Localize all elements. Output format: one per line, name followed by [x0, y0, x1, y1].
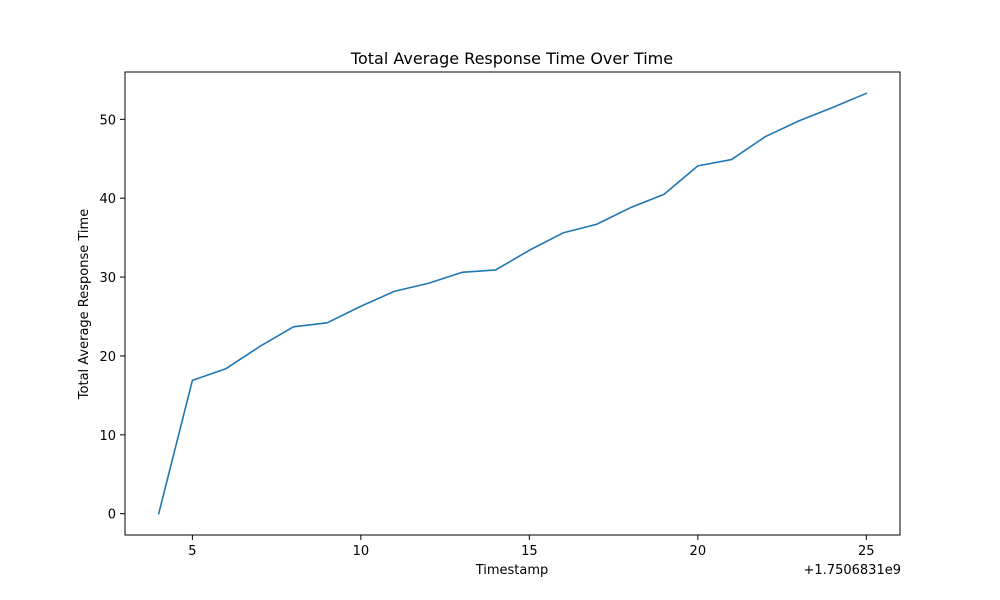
- x-axis-label: Timestamp: [475, 563, 549, 578]
- plot-frame: [124, 71, 901, 536]
- chart-title: Total Average Response Time Over Time: [350, 49, 673, 68]
- y-tick-label: 40: [99, 192, 116, 207]
- x-tick-label: 25: [858, 544, 875, 559]
- y-tick-label: 10: [99, 429, 116, 444]
- y-axis-label: Total Average Response Time: [77, 209, 92, 400]
- x-axis-offset-label: +1.7506831e9: [804, 563, 901, 578]
- series-line: [157, 92, 868, 515]
- x-tick-label: 10: [353, 544, 370, 559]
- x-tick-label: 20: [690, 544, 707, 559]
- y-tick-label: 0: [108, 508, 116, 523]
- y-tick-label: 20: [99, 350, 116, 365]
- y-axis: 0 10 20 30 40 50: [99, 113, 125, 523]
- y-tick-label: 30: [99, 271, 116, 286]
- x-axis: 5 10 15 20 25: [188, 535, 875, 559]
- x-tick-label: 15: [521, 544, 538, 559]
- y-tick-label: 50: [99, 113, 116, 128]
- x-tick-label: 5: [188, 544, 196, 559]
